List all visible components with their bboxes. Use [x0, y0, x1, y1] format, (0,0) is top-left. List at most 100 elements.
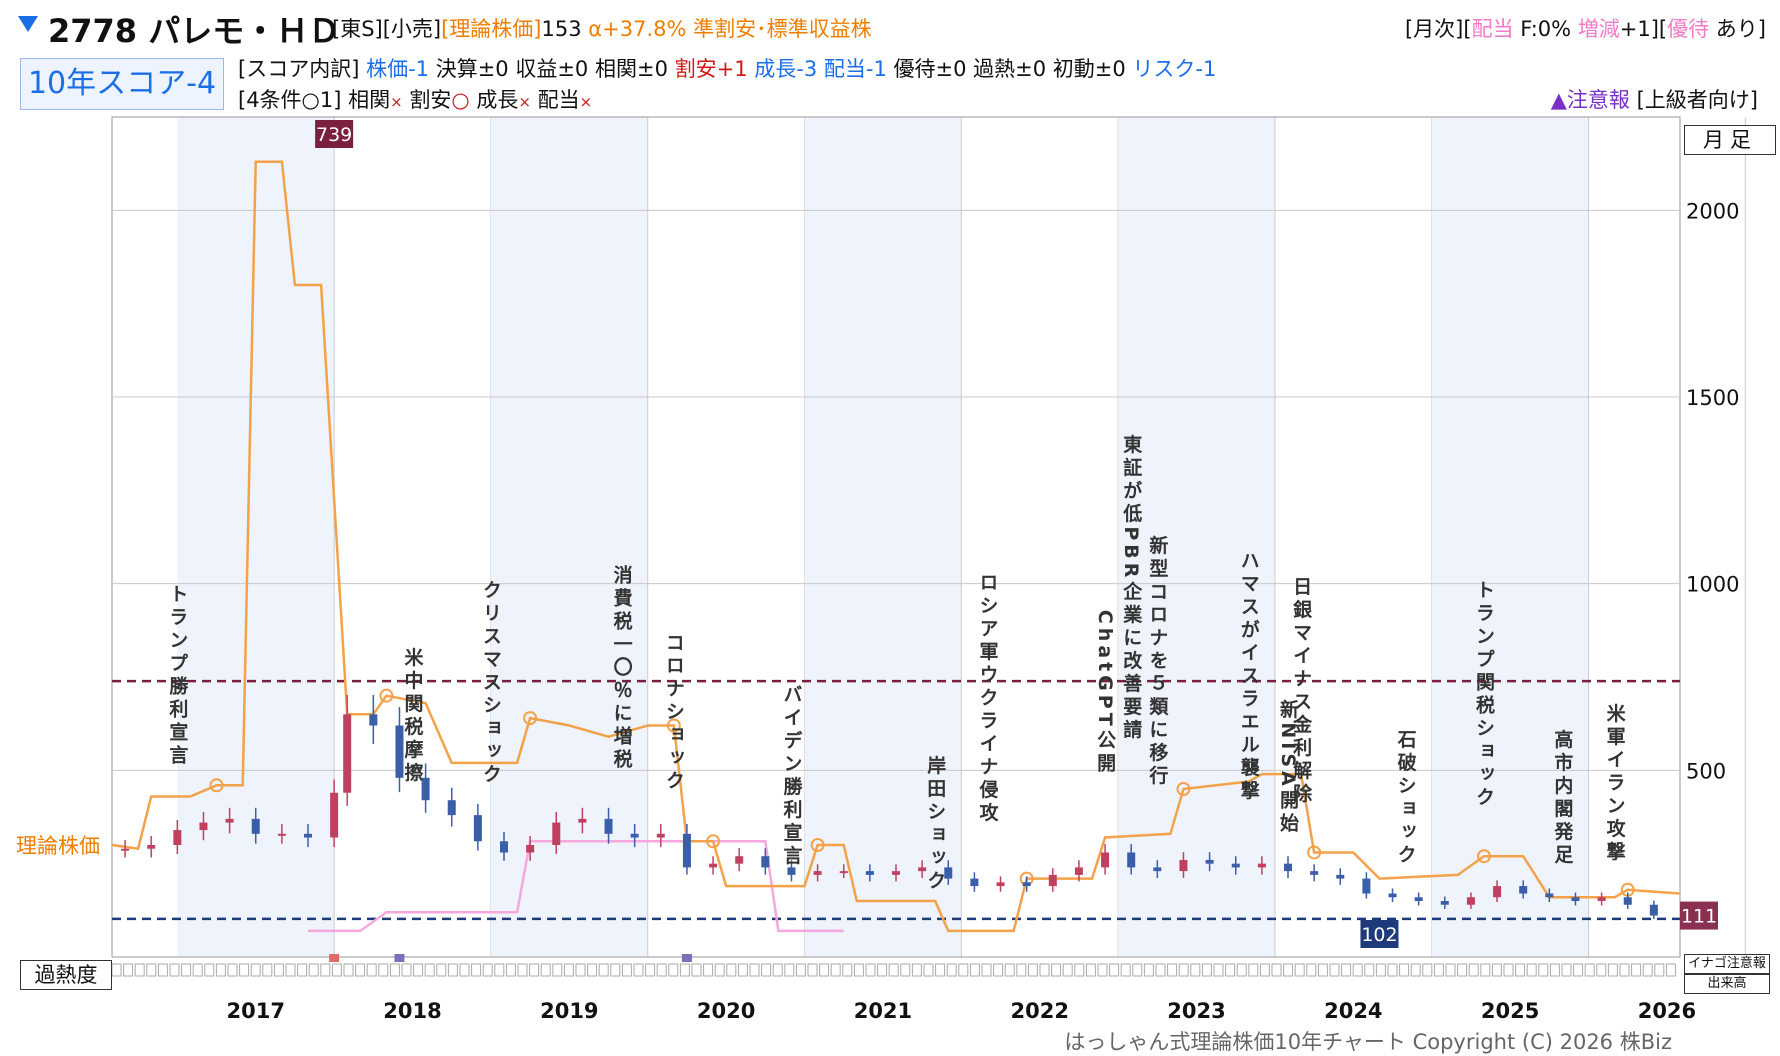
candle-38 — [1101, 852, 1110, 868]
condition-mark-0: × — [390, 93, 403, 111]
overheat-cell — [1538, 963, 1549, 977]
candle-6 — [277, 833, 286, 836]
theory-price-line — [111, 160, 1681, 933]
candle-5 — [251, 818, 260, 834]
overheat-cell — [1062, 963, 1073, 977]
overheat-cell — [308, 963, 319, 977]
x-tick-2022: 2022 — [1011, 999, 1069, 1023]
year-band-2025 — [1431, 117, 1589, 957]
candle-8 — [330, 792, 339, 838]
overheat-cell — [1294, 963, 1305, 977]
event-label-10: 新型コロナを５類に移行 — [1146, 534, 1169, 788]
monthly-button[interactable]: 月足 — [1684, 125, 1776, 155]
score-item-1: 決算±0 — [429, 57, 509, 81]
overheat-cell — [181, 963, 192, 977]
overheat-cell — [1155, 963, 1166, 977]
candle-26 — [787, 867, 796, 875]
overheat-cell — [123, 963, 134, 977]
overheat-cell — [1364, 963, 1375, 977]
overheat-cell — [505, 963, 516, 977]
candle-15 — [500, 841, 508, 853]
overheat-cell — [1422, 963, 1433, 977]
candle-57 — [1597, 897, 1606, 901]
overheat-cell — [1642, 963, 1653, 977]
overheat-cell — [865, 963, 876, 977]
overheat-cell — [784, 963, 795, 977]
overheat-cell — [1085, 963, 1096, 977]
overheat-cell — [1399, 963, 1410, 977]
theory-marker-7 — [1176, 782, 1191, 796]
overheat-cell — [1352, 963, 1363, 977]
candle-1 — [147, 845, 156, 849]
candle-32 — [944, 867, 953, 879]
overheat-cell — [993, 963, 1004, 977]
overheat-cell — [656, 963, 667, 977]
candle-0 — [121, 848, 130, 851]
x-tick-2021: 2021 — [854, 999, 912, 1023]
overheat-cell — [981, 963, 992, 977]
overheat-cell — [1074, 963, 1085, 977]
condition-mark-2: × — [518, 93, 531, 111]
y-tick-1000: 1000 — [1686, 573, 1739, 597]
x-tick-2020: 2020 — [697, 999, 755, 1023]
condition-mark-3: × — [579, 93, 593, 111]
overheat-cell — [772, 963, 783, 977]
candle-14 — [473, 815, 482, 842]
overheat-cell — [227, 963, 238, 977]
overheat-cell — [1584, 963, 1595, 977]
overheat-cell — [714, 963, 725, 977]
event-label-4: コロナショック — [663, 632, 685, 793]
overheat-cell — [378, 963, 389, 977]
overheat-cell — [946, 963, 957, 977]
overheat-cell — [587, 963, 598, 977]
y-tick-2000: 2000 — [1686, 199, 1739, 223]
condition-label-2: 成長 — [469, 88, 519, 112]
overheat-cell — [1027, 963, 1038, 977]
overheat-cell — [157, 963, 168, 977]
candle-21 — [656, 833, 665, 838]
x-tick-2017: 2017 — [227, 999, 285, 1023]
score-item-4: 割安+1 — [667, 57, 748, 81]
overheat-cell — [1491, 963, 1502, 977]
overheat-cell — [1201, 963, 1212, 977]
overheat-cell — [761, 963, 772, 977]
stock-info: [東S][小売][理論株価]153 α+37.8% 準割安･標準収益株 — [332, 17, 872, 41]
overheat-cell — [1526, 963, 1537, 977]
overheat-cell — [1375, 963, 1386, 977]
candle-4 — [225, 818, 234, 823]
overheat-mark-2 — [681, 954, 692, 962]
overheat-cell — [331, 963, 342, 977]
legend-inago: イナゴ注意報 — [1684, 954, 1770, 974]
candle-45 — [1284, 863, 1292, 872]
overheat-cell — [1619, 963, 1630, 977]
overheat-cell — [1317, 963, 1328, 977]
overheat-cell — [401, 963, 412, 977]
theory-marker-9 — [1477, 849, 1491, 864]
low-value-tag-box — [1360, 920, 1399, 948]
overheat-cell — [1596, 963, 1607, 977]
overheat-cell — [1306, 963, 1317, 977]
header: 2778 パレモ・ＨＤ [東S][小売][理論株価]153 α+37.8% 準割… — [14, 6, 1766, 50]
overheat-cell — [494, 963, 505, 977]
overheat-cell — [285, 963, 296, 977]
high-value-tag: 739 — [316, 124, 352, 146]
candle-17 — [552, 822, 561, 845]
overheat-cell — [250, 963, 261, 977]
candle-18 — [578, 818, 587, 823]
overheat-cell — [1410, 963, 1421, 977]
overheat-cell — [1225, 963, 1236, 977]
current-value-tag-box — [1680, 901, 1718, 930]
candle-59 — [1649, 904, 1658, 916]
candle-28 — [839, 871, 848, 874]
overheat-cell — [1480, 963, 1491, 977]
x-tick-2019: 2019 — [540, 999, 598, 1023]
candle-48 — [1362, 878, 1371, 894]
overheat-cell — [1283, 963, 1294, 977]
overheat-cell — [877, 963, 888, 977]
overheat-cell — [1248, 963, 1259, 977]
score-item-6: 配当-1 — [817, 57, 887, 81]
overheat-cell — [1341, 963, 1352, 977]
overheat-cell — [1167, 963, 1178, 977]
overheat-cell — [621, 963, 632, 977]
